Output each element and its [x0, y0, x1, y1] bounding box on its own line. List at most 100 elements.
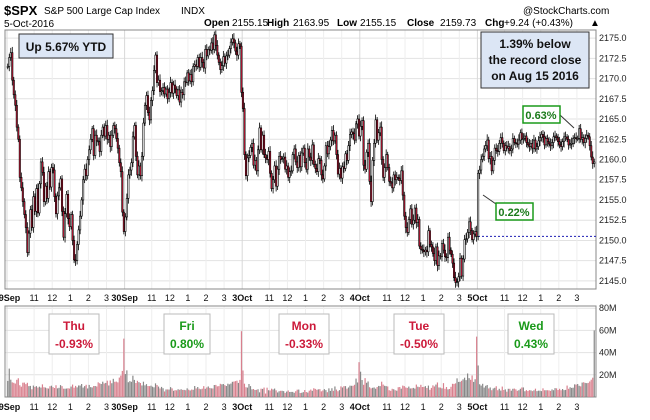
volume-bar	[575, 384, 577, 397]
volume-bar	[284, 392, 286, 397]
volume-bar	[281, 390, 283, 397]
volume-bar	[29, 385, 31, 397]
volume-bar	[343, 386, 345, 397]
day-name: Thu	[63, 319, 85, 333]
volume-bar	[11, 382, 13, 397]
low-label: Low	[337, 18, 357, 29]
candle-body	[47, 171, 50, 199]
x-tick-label: 3	[104, 293, 109, 303]
volume-bar	[287, 390, 289, 397]
x-tick-label: 2	[556, 402, 561, 412]
candle-body	[118, 147, 121, 164]
volume-bar	[280, 390, 282, 397]
chg-value: +9.24 (+0.43%)	[504, 18, 573, 29]
volume-bar	[356, 382, 359, 397]
volume-bar	[157, 386, 160, 397]
volume-bar	[138, 382, 140, 397]
volume-bar	[100, 384, 102, 397]
volume-bar	[145, 384, 148, 397]
candle-body	[219, 62, 222, 70]
volume-bar	[539, 390, 541, 397]
candle-body	[154, 54, 157, 71]
candle-body	[228, 48, 231, 56]
candle-body	[204, 49, 207, 69]
volume-bar	[112, 378, 114, 397]
candle-body	[18, 138, 21, 178]
candle-body	[388, 167, 391, 182]
x-tick-label: 30Sep	[111, 402, 138, 412]
volume-bar	[246, 387, 249, 397]
volume-bar	[387, 386, 389, 397]
candle-body	[531, 143, 534, 149]
candle-body	[83, 168, 86, 181]
candle-body	[572, 138, 575, 144]
candle-body	[232, 38, 235, 44]
candle-body	[569, 143, 572, 146]
candle-body	[376, 119, 379, 141]
volume-bar	[328, 388, 330, 397]
volume-bar	[479, 384, 481, 397]
x-tick-label: 3	[222, 402, 227, 412]
candle-body	[247, 155, 250, 159]
candle-body	[186, 72, 189, 83]
candle-body	[61, 178, 64, 212]
candle-body	[50, 167, 53, 188]
volume-bar	[105, 382, 107, 397]
candle-body	[12, 79, 15, 96]
volume-bar	[168, 389, 170, 397]
candle-body	[192, 66, 195, 83]
volume-bar	[169, 387, 172, 397]
candle-body	[382, 159, 385, 178]
volume-bar	[574, 384, 576, 397]
volume-bar	[329, 390, 331, 397]
day-label-tue: Tue -0.50%	[393, 313, 445, 355]
candle-body	[409, 208, 412, 220]
volume-bar	[495, 386, 497, 397]
volume-bar	[473, 381, 475, 397]
volume-bar	[454, 383, 457, 397]
candle-body	[56, 195, 59, 215]
price-tick-label: 2167.5	[599, 94, 627, 104]
volume-bar	[578, 385, 580, 397]
volume-bar	[503, 390, 505, 397]
candle-body	[358, 118, 361, 137]
candle-body	[329, 139, 332, 147]
volume-bar	[382, 384, 384, 397]
volume-bar	[79, 385, 81, 397]
candle-body	[238, 43, 241, 47]
x-tick-label: 11	[29, 402, 38, 412]
volume-bar	[480, 385, 482, 397]
candle-body	[223, 56, 226, 64]
volume-bar	[524, 391, 526, 397]
candle-body	[315, 168, 318, 172]
candle-body	[115, 128, 118, 139]
volume-bar	[507, 388, 509, 397]
candle-body	[450, 249, 453, 255]
volume-bar	[186, 388, 188, 397]
candle-body	[308, 148, 311, 158]
volume-bar	[504, 389, 506, 397]
candle-body	[27, 232, 30, 253]
candle-body	[511, 138, 514, 150]
x-tick-label: 2	[439, 402, 444, 412]
x-tick-label: 12	[400, 293, 410, 303]
candle-body	[416, 219, 419, 223]
candle-body	[86, 159, 89, 176]
volume-bar	[44, 387, 47, 397]
volume-bar	[335, 389, 338, 397]
volume-tick-label: 40M	[599, 348, 617, 358]
candle-body	[380, 126, 383, 160]
candle-body	[159, 79, 162, 92]
candle-body	[137, 165, 140, 176]
candle-body	[122, 211, 125, 232]
volume-bar	[16, 379, 18, 397]
candle-body	[48, 171, 51, 188]
x-tick-label: 12	[518, 293, 528, 303]
volume-bar	[528, 390, 531, 397]
volume-bar	[231, 381, 233, 397]
volume-bar	[305, 392, 307, 397]
volume-bar	[340, 386, 342, 397]
volume-bar	[269, 390, 271, 397]
candle-body	[172, 84, 175, 94]
candle-body	[293, 148, 296, 155]
